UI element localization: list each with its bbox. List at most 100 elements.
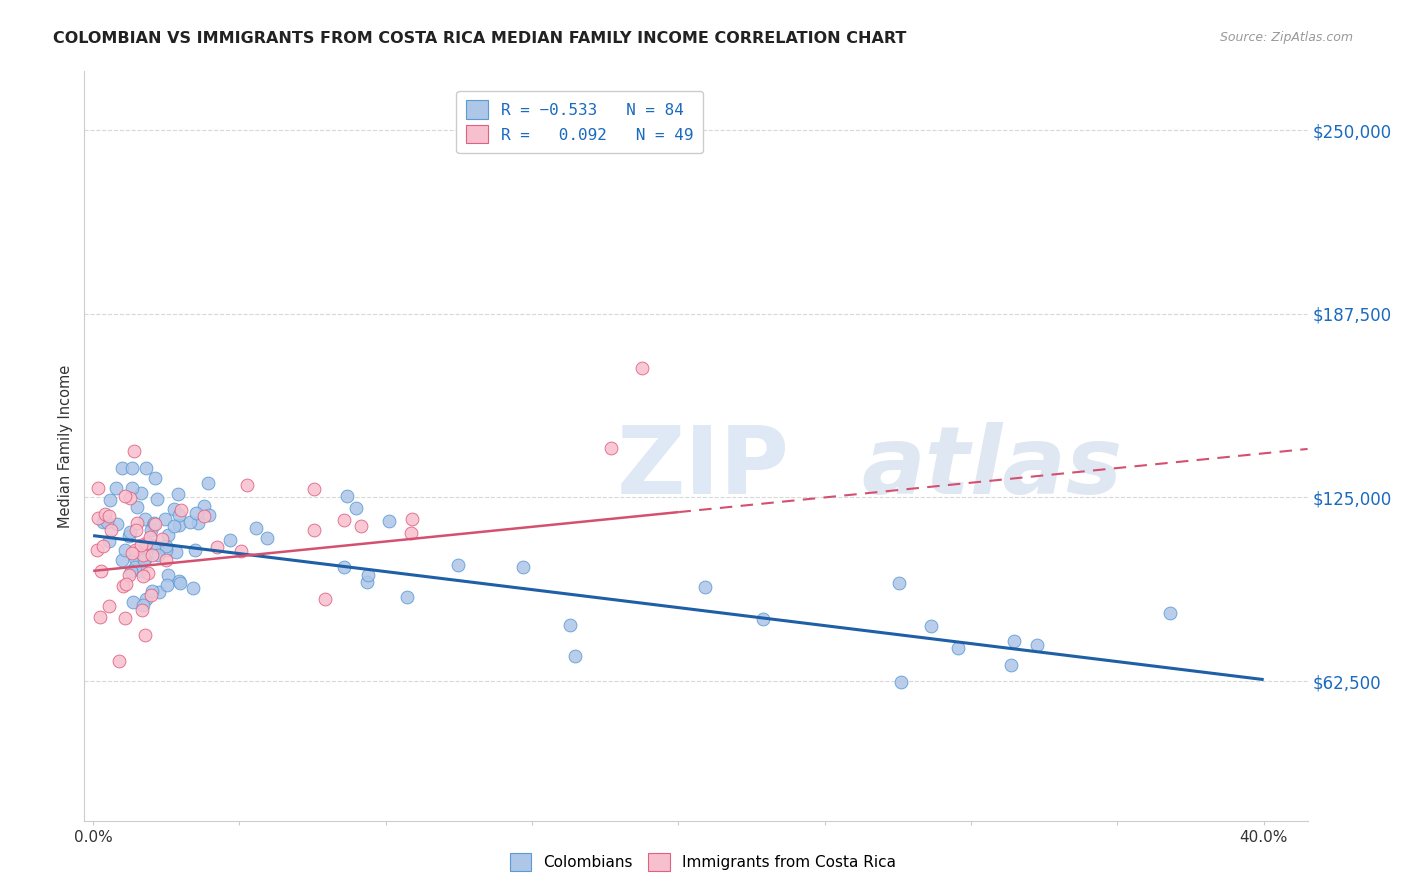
- Point: [630, 361, 652, 376]
- Point: [114, 543, 136, 558]
- Point: [143, 471, 166, 485]
- Point: [141, 548, 163, 562]
- Point: [145, 491, 167, 506]
- Point: [157, 567, 180, 582]
- Point: [138, 566, 160, 580]
- Point: [124, 542, 146, 557]
- Point: [889, 675, 911, 690]
- Point: [118, 529, 141, 543]
- Point: [155, 539, 177, 553]
- Point: [245, 521, 267, 535]
- Point: [512, 559, 534, 574]
- Point: [564, 648, 586, 663]
- Point: [179, 515, 201, 529]
- Point: [236, 478, 259, 492]
- Point: [118, 568, 141, 582]
- Point: [121, 546, 143, 560]
- Point: [197, 508, 219, 523]
- Point: [314, 592, 336, 607]
- Point: [124, 551, 146, 566]
- Point: [87, 511, 110, 525]
- Point: [169, 574, 191, 588]
- Point: [302, 482, 325, 496]
- Point: [142, 517, 165, 532]
- Point: [156, 578, 179, 592]
- Point: [193, 508, 215, 523]
- Point: [100, 523, 122, 537]
- Point: [600, 441, 623, 455]
- Point: [122, 595, 145, 609]
- Point: [89, 609, 111, 624]
- Point: [129, 564, 152, 578]
- Point: [121, 461, 143, 475]
- Point: [148, 548, 170, 562]
- Point: [145, 540, 167, 554]
- Point: [134, 541, 156, 556]
- Point: [1159, 606, 1181, 620]
- Point: [163, 519, 186, 533]
- Point: [91, 516, 114, 530]
- Point: [114, 611, 136, 625]
- Point: [131, 569, 153, 583]
- Point: [111, 461, 134, 475]
- Point: [165, 545, 187, 559]
- Point: [184, 507, 207, 521]
- Point: [170, 503, 193, 517]
- Point: [114, 489, 136, 503]
- Point: [111, 579, 134, 593]
- Point: [93, 507, 115, 521]
- Point: [139, 538, 162, 552]
- Point: [127, 500, 149, 515]
- Point: [218, 533, 240, 547]
- Point: [1000, 658, 1022, 673]
- Point: [98, 533, 121, 548]
- Point: [167, 508, 190, 523]
- Point: [155, 542, 177, 557]
- Point: [120, 564, 142, 578]
- Point: [336, 489, 359, 503]
- Text: Source: ZipAtlas.com: Source: ZipAtlas.com: [1219, 31, 1353, 45]
- Point: [333, 513, 356, 527]
- Point: [163, 502, 186, 516]
- Point: [131, 485, 153, 500]
- Point: [357, 568, 380, 582]
- Point: [145, 516, 167, 531]
- Point: [187, 516, 209, 530]
- Y-axis label: Median Family Income: Median Family Income: [58, 364, 73, 528]
- Point: [132, 553, 155, 567]
- Point: [111, 553, 134, 567]
- Point: [87, 482, 110, 496]
- Point: [167, 486, 190, 500]
- Point: [167, 517, 190, 532]
- Point: [356, 574, 378, 589]
- Point: [396, 590, 419, 604]
- Point: [197, 476, 219, 491]
- Point: [90, 564, 112, 578]
- Point: [86, 542, 108, 557]
- Text: atlas: atlas: [860, 423, 1122, 515]
- Legend: R = −0.533   N = 84, R =   0.092   N = 49: R = −0.533 N = 84, R = 0.092 N = 49: [457, 91, 703, 153]
- Point: [141, 523, 163, 537]
- Point: [135, 535, 157, 549]
- Point: [132, 548, 155, 562]
- Point: [105, 516, 128, 531]
- Point: [181, 581, 204, 595]
- Point: [558, 618, 581, 632]
- Point: [948, 641, 970, 656]
- Point: [143, 516, 166, 531]
- Point: [346, 500, 368, 515]
- Point: [205, 540, 228, 554]
- Point: [1002, 634, 1025, 648]
- Point: [118, 491, 141, 506]
- Point: [107, 654, 129, 668]
- Point: [129, 538, 152, 552]
- Point: [124, 560, 146, 574]
- Point: [135, 592, 157, 607]
- Point: [378, 514, 401, 528]
- Point: [97, 509, 120, 524]
- Point: [132, 598, 155, 612]
- Point: [98, 493, 121, 508]
- Point: [125, 516, 148, 530]
- Point: [134, 511, 156, 525]
- Point: [125, 523, 148, 537]
